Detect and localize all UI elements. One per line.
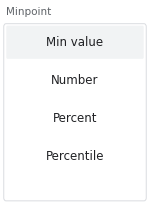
Text: Minpoint: Minpoint <box>6 7 51 17</box>
Text: Percent: Percent <box>53 112 97 125</box>
Text: Min value: Min value <box>46 36 104 49</box>
Text: Number: Number <box>51 74 99 87</box>
FancyBboxPatch shape <box>4 24 146 201</box>
FancyBboxPatch shape <box>6 26 144 59</box>
Text: Percentile: Percentile <box>46 150 104 163</box>
